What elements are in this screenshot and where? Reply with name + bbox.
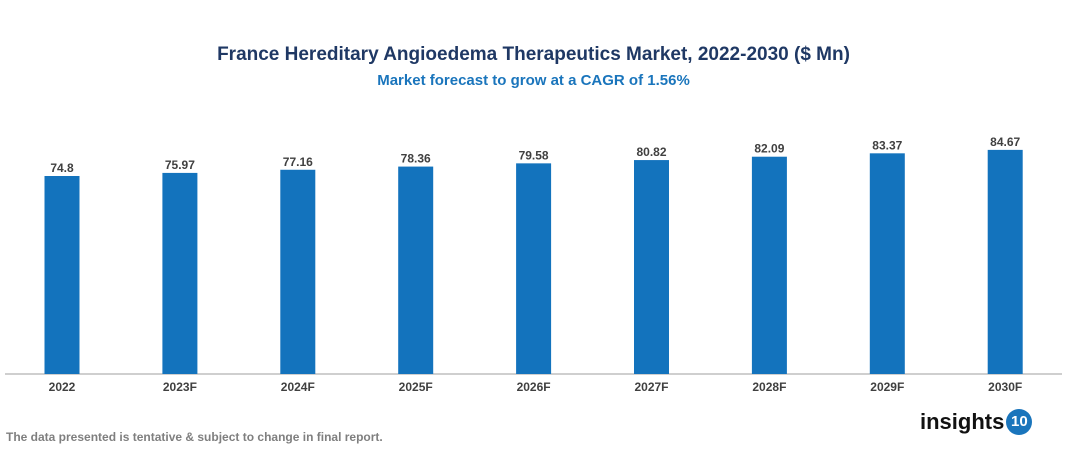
data-label: 80.82 xyxy=(636,145,666,159)
chart-title: France Hereditary Angioedema Therapeutic… xyxy=(217,44,850,65)
x-tick-label: 2026F xyxy=(517,380,551,394)
data-label: 82.09 xyxy=(754,142,784,156)
x-tick-label: 2029F xyxy=(870,380,904,394)
bar-2028F xyxy=(751,156,787,374)
data-label: 83.37 xyxy=(872,138,902,152)
bar-2029F xyxy=(869,153,905,374)
disclaimer: The data presented is tentative & subjec… xyxy=(6,430,383,444)
data-label: 74.8 xyxy=(50,161,74,175)
data-label: 79.58 xyxy=(519,148,549,162)
x-tick-label: 2024F xyxy=(281,380,315,394)
bar-2030F xyxy=(987,149,1023,374)
x-tick-label: 2028F xyxy=(752,380,786,394)
chart-subtitle: Market forecast to grow at a CAGR of 1.5… xyxy=(377,72,690,89)
x-tick-label: 2022 xyxy=(49,380,76,394)
bar-2026F xyxy=(516,163,552,374)
data-label: 77.16 xyxy=(283,155,313,169)
data-label: 75.97 xyxy=(165,158,195,172)
x-tick-label: 2025F xyxy=(399,380,433,394)
bar-2024F xyxy=(280,169,316,374)
data-label: 84.67 xyxy=(990,135,1020,149)
bar-2022 xyxy=(44,176,80,374)
bar-2023F xyxy=(162,172,198,374)
x-tick-label: 2027F xyxy=(634,380,668,394)
insights10-logo: insights 10 xyxy=(920,409,1033,435)
bar-2025F xyxy=(398,166,434,374)
bar-2027F xyxy=(634,160,669,374)
x-tick-label: 2030F xyxy=(988,380,1022,394)
data-label: 78.36 xyxy=(401,152,431,166)
x-tick-label: 2023F xyxy=(163,380,197,394)
